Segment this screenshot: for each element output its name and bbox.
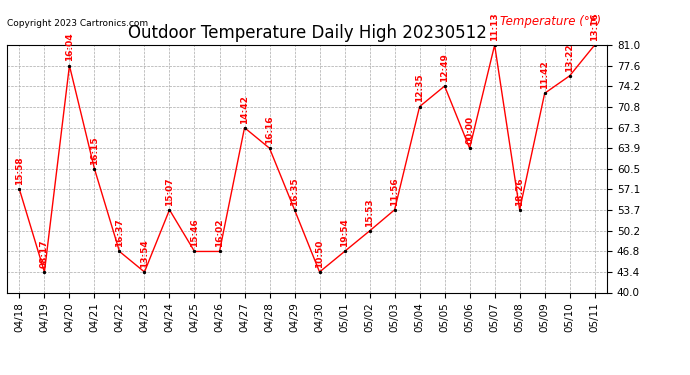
Text: 12:35: 12:35	[415, 74, 424, 102]
Text: 18:26: 18:26	[515, 177, 524, 206]
Point	[514, 207, 525, 213]
Text: 19:54: 19:54	[340, 218, 349, 247]
Point	[464, 145, 475, 151]
Point	[489, 42, 500, 48]
Text: 15:58: 15:58	[15, 156, 24, 185]
Point	[139, 269, 150, 275]
Text: 16:04: 16:04	[65, 33, 74, 62]
Text: 16:37: 16:37	[115, 219, 124, 247]
Point	[314, 269, 325, 275]
Text: 12:49: 12:49	[440, 53, 449, 82]
Point	[164, 207, 175, 213]
Point	[439, 83, 450, 89]
Point	[189, 249, 200, 255]
Text: 13:22: 13:22	[565, 43, 574, 72]
Point	[389, 207, 400, 213]
Text: 15:07: 15:07	[165, 177, 174, 206]
Text: 16:16: 16:16	[265, 116, 274, 144]
Point	[414, 104, 425, 110]
Text: Copyright 2023 Cartronics.com: Copyright 2023 Cartronics.com	[7, 19, 148, 28]
Text: 11:42: 11:42	[540, 60, 549, 89]
Point	[364, 228, 375, 234]
Title: Outdoor Temperature Daily High 20230512: Outdoor Temperature Daily High 20230512	[128, 24, 486, 42]
Point	[539, 90, 550, 96]
Point	[214, 249, 225, 255]
Point	[64, 63, 75, 69]
Point	[564, 73, 575, 79]
Point	[264, 145, 275, 151]
Point	[89, 166, 100, 172]
Text: 00:00: 00:00	[465, 116, 474, 144]
Point	[289, 207, 300, 213]
Point	[114, 249, 125, 255]
Point	[39, 269, 50, 275]
Point	[14, 186, 25, 192]
Text: 13:54: 13:54	[140, 239, 149, 268]
Text: 11:13: 11:13	[490, 12, 499, 41]
Text: 08:17: 08:17	[40, 239, 49, 268]
Text: 15:46: 15:46	[190, 219, 199, 247]
Text: 14:42: 14:42	[240, 94, 249, 123]
Text: 10:50: 10:50	[315, 239, 324, 268]
Text: 16:02: 16:02	[215, 219, 224, 247]
Point	[339, 249, 350, 255]
Text: 16:15: 16:15	[90, 136, 99, 165]
Point	[239, 125, 250, 131]
Text: Temperature (°F): Temperature (°F)	[500, 15, 601, 28]
Text: 11:56: 11:56	[390, 177, 399, 206]
Point	[589, 42, 600, 48]
Text: 16:35: 16:35	[290, 177, 299, 206]
Text: 13:16: 13:16	[590, 12, 599, 41]
Text: 15:53: 15:53	[365, 198, 374, 227]
